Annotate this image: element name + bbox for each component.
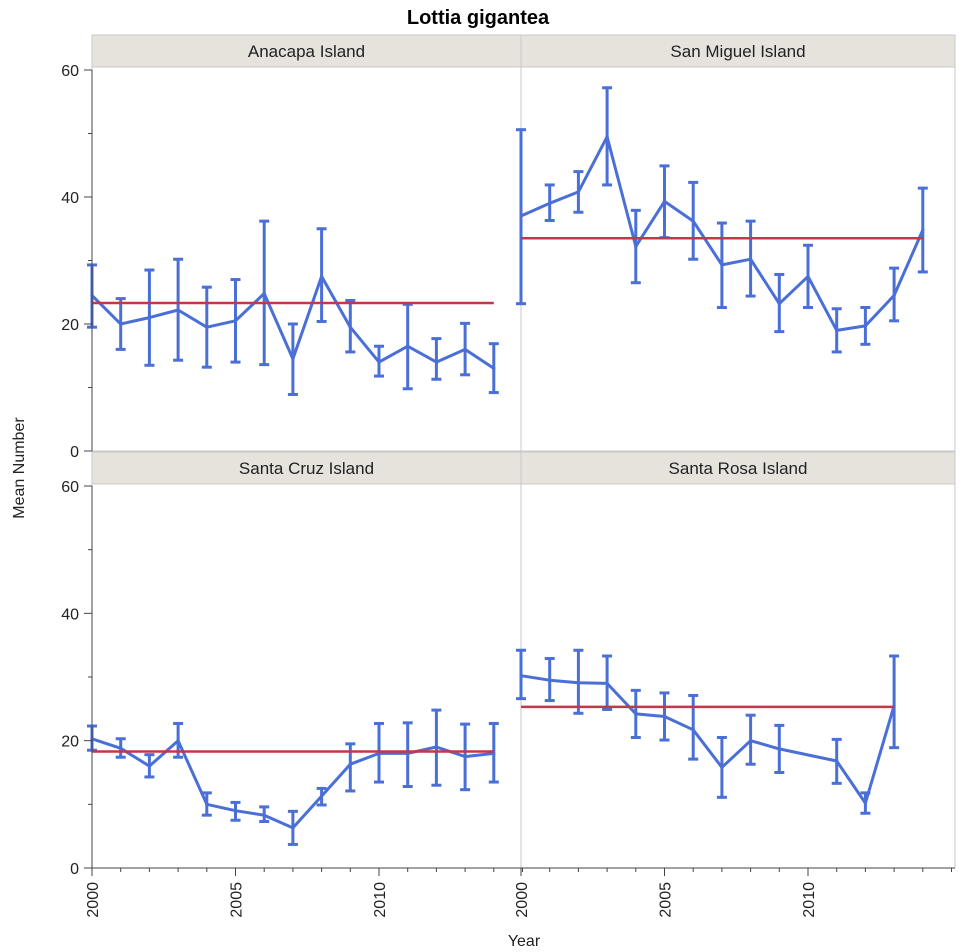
data-point [548, 678, 552, 682]
data-point [634, 712, 638, 716]
data-point [777, 747, 781, 751]
data-point [348, 762, 352, 766]
data-point [835, 759, 839, 763]
data-point [634, 244, 638, 249]
data-point [892, 293, 896, 298]
x-axis: 2000 2005 2010 [85, 867, 523, 918]
y-axis: 0 20 40 60 [61, 479, 93, 878]
data-point [863, 324, 868, 328]
data-point [662, 714, 667, 719]
data-point [205, 802, 209, 806]
panel-frame [520, 483, 956, 869]
data-point [749, 739, 753, 743]
y-tick-label: 40 [61, 190, 79, 207]
panel-anacapa-island: Anacapa Island [87, 34, 522, 452]
data-point [176, 308, 180, 312]
data-point [291, 826, 295, 830]
panels-group: Anacapa Island San Miguel Island Santa Cru… [87, 34, 956, 869]
data-point [434, 360, 438, 364]
data-point [176, 739, 180, 743]
y-tick-label: 60 [61, 479, 79, 496]
y-axis-title: Mean Number [11, 417, 28, 519]
data-point [463, 347, 467, 351]
data-point [492, 366, 496, 371]
data-point [463, 754, 467, 759]
x-tick-label: 2010 [801, 882, 818, 918]
data-point [406, 344, 410, 348]
data-point [806, 274, 810, 278]
data-point [320, 274, 324, 278]
data-point [233, 319, 238, 323]
x-tick-label: 2005 [229, 882, 246, 918]
data-point [548, 201, 552, 205]
data-point [320, 794, 324, 798]
panel-strip-label: Santa Rosa Island [669, 459, 808, 478]
chart-title: Lottia gigantea [407, 7, 550, 29]
error-bar [889, 654, 900, 750]
panel-frame [520, 66, 956, 452]
y-tick-label: 0 [70, 861, 79, 878]
data-point [205, 325, 209, 329]
panel-strip [520, 451, 956, 485]
panel-frame [91, 483, 522, 869]
y-axis: 0 20 40 60 [61, 63, 93, 461]
data-point [576, 681, 581, 685]
y-tick-label: 40 [61, 606, 79, 623]
panel-strip-label: San Miguel Island [670, 42, 805, 61]
data-point [835, 328, 839, 332]
panel-san-miguel-island: San Miguel Island [516, 34, 956, 452]
axes-group: 0 20 40 60 0 20 40 60 2000 2005 2010 2000 2005 2010 [61, 63, 955, 918]
panel-strip [91, 451, 522, 485]
error-bar [431, 337, 442, 381]
data-point [119, 322, 123, 326]
data-point [749, 257, 753, 261]
data-point [147, 764, 151, 768]
data-point [863, 801, 868, 805]
data-point [262, 813, 266, 817]
x-tick-label: 2010 [372, 882, 389, 918]
data-point [662, 199, 667, 204]
y-tick-label: 20 [61, 734, 79, 751]
data-point [605, 681, 609, 685]
data-point [519, 214, 523, 218]
data-point [291, 357, 295, 361]
data-point [119, 746, 123, 750]
panel-strip [91, 34, 522, 68]
data-point [720, 263, 724, 267]
data-point [377, 360, 381, 364]
data-point [720, 765, 724, 770]
panel-frame [91, 66, 522, 452]
panel-strip-label: Anacapa Island [248, 42, 365, 61]
data-point [605, 135, 609, 139]
data-point [691, 728, 695, 732]
y-tick-label: 20 [61, 317, 79, 334]
y-tick-label: 60 [61, 63, 79, 80]
data-point [691, 219, 695, 223]
data-point [147, 316, 151, 320]
panel-strip-label: Santa Cruz Island [239, 459, 374, 478]
x-axis-title: Year [508, 933, 541, 950]
data-point [434, 745, 438, 749]
data-point [576, 190, 581, 194]
x-tick-label: 2000 [85, 882, 102, 918]
y-tick-label: 0 [70, 444, 79, 461]
series-line [90, 274, 495, 370]
data-point [348, 325, 352, 329]
panel-santa-rosa-island: Santa Rosa Island [516, 451, 956, 869]
data-point [233, 809, 238, 813]
data-point [519, 674, 523, 678]
x-tick-label: 2000 [514, 882, 531, 918]
data-point [921, 228, 925, 232]
x-tick-label: 2005 [658, 882, 675, 918]
panel-santa-cruz-island: Santa Cruz Island [87, 451, 522, 869]
data-point [777, 302, 781, 306]
x-axis: 2000 2005 2010 [514, 867, 955, 918]
data-point [262, 291, 266, 296]
